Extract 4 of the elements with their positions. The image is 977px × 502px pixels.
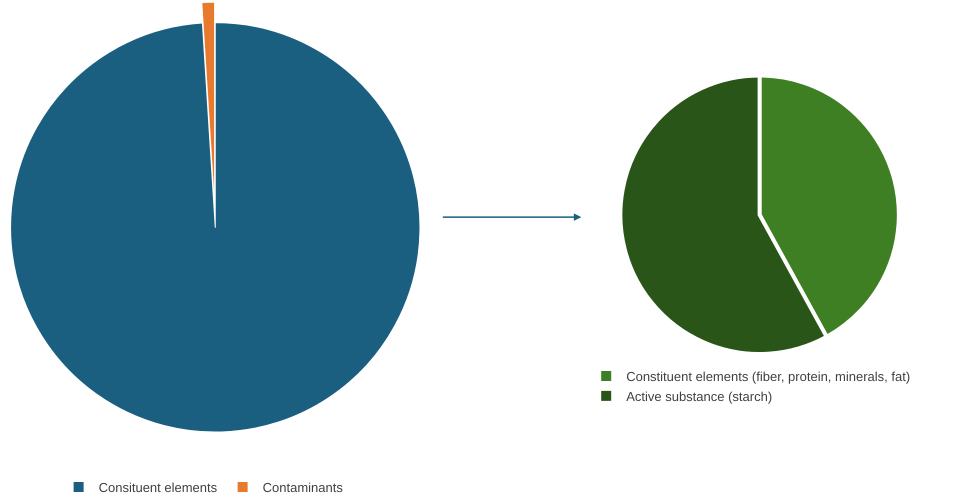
legend-label: Active substance (starch) [626,389,772,404]
legend-label: Contaminants [262,480,344,496]
legend-label: Consituent elements [98,480,218,496]
legend-label: Constituent elements (fiber, protein, minerals, fat) [626,369,910,384]
